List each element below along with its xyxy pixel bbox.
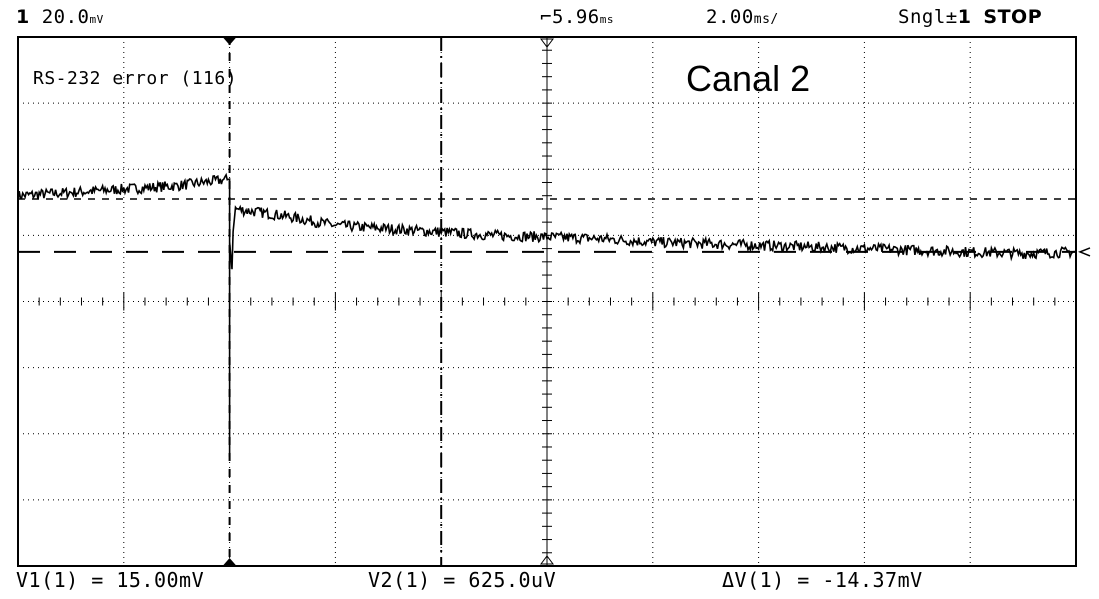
channel-indicator: 1 20.0mV <box>16 6 104 28</box>
channel-label: Canal 2 <box>686 58 811 99</box>
time-unit: ms/ <box>753 12 779 27</box>
timebase-readout: 2.00ms/ <box>706 6 779 28</box>
cursor-v1-readout: V1(1) = 15.00mV <box>16 568 205 592</box>
delta-v-readout: ΔV(1) = -14.37mV <box>722 568 923 592</box>
trigger-slope-icon: ± <box>945 6 958 28</box>
trigger-readout: Sngl±1 STOP <box>898 6 1042 28</box>
channel-ground-icon <box>1077 247 1091 257</box>
trigger-delay-icon: ⌐ <box>540 6 552 28</box>
run-state: STOP <box>983 6 1043 28</box>
cursor-v2-readout: V2(1) = 625.0uV <box>368 568 557 592</box>
trigger-marker-bottom-icon <box>222 558 237 566</box>
rs232-error-message: RS-232 error (116) <box>33 68 238 89</box>
delay-unit: ms <box>599 13 614 26</box>
trigger-delay: 5.96 <box>551 6 600 28</box>
signal-trace <box>17 172 1077 457</box>
trigger-mode: Sngl <box>898 6 946 28</box>
grid-layer <box>17 36 1077 567</box>
channel-number: 1 <box>16 6 30 28</box>
center-marker-top-icon <box>540 38 554 48</box>
trace-layer <box>17 172 1077 457</box>
volts-unit: mV <box>89 13 104 26</box>
trigger-delay-readout: ⌐5.96ms <box>540 6 614 28</box>
volts-per-div: 20.0 <box>41 6 90 28</box>
center-marker-bottom-icon <box>540 555 554 565</box>
trigger-channel: 1 <box>957 6 972 28</box>
trigger-marker-top-icon <box>222 37 237 45</box>
time-per-div: 2.00 <box>706 6 754 28</box>
